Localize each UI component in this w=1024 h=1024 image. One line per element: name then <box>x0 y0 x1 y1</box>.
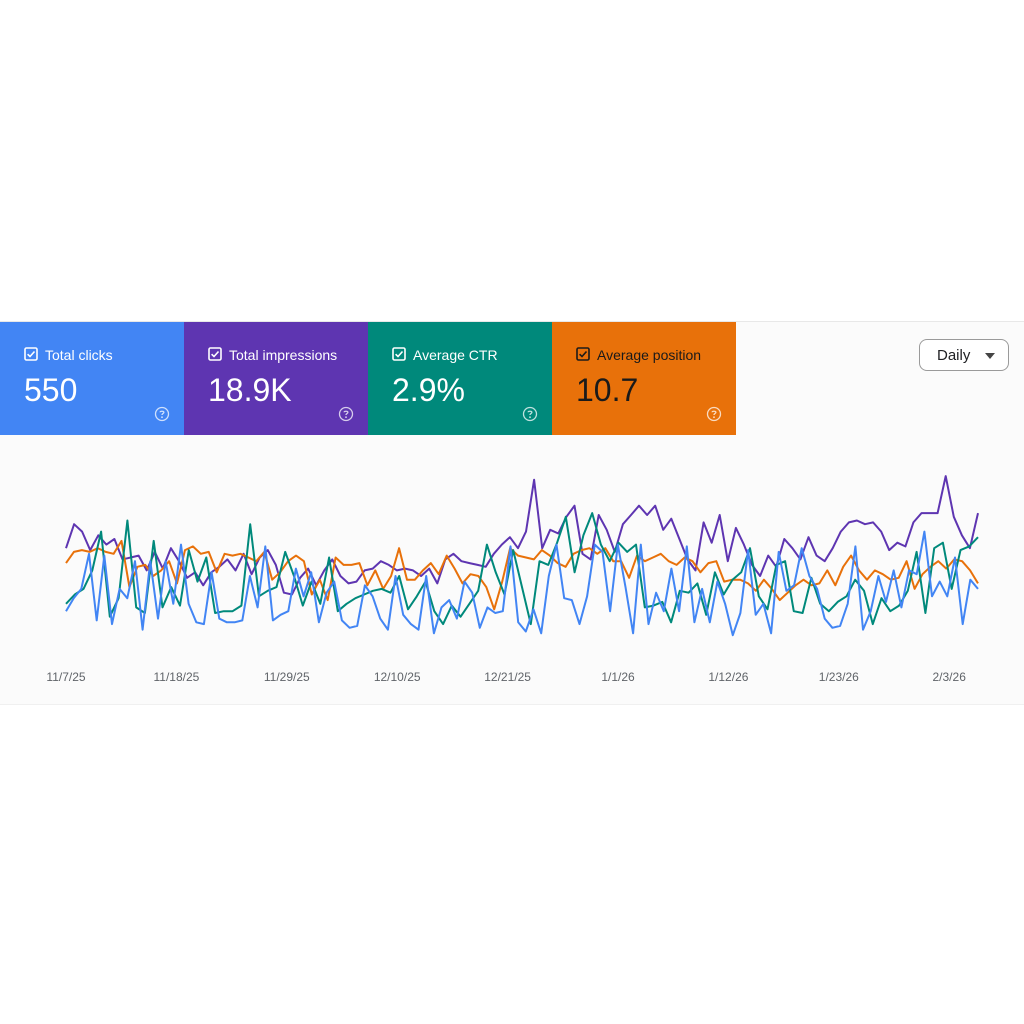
checkbox-checked-icon[interactable] <box>576 347 590 361</box>
help-circle-icon[interactable] <box>338 406 354 422</box>
checkbox-checked-icon[interactable] <box>208 347 222 361</box>
metric-label: Total clicks <box>45 347 113 363</box>
metric-card-ctr[interactable]: Average CTR 2.9% <box>368 322 552 435</box>
x-tick-label: 11/29/25 <box>264 670 310 684</box>
series-line-position <box>65 539 979 611</box>
caret-down-icon <box>985 353 995 359</box>
x-tick-label: 11/18/25 <box>153 670 199 684</box>
help-circle-icon[interactable] <box>522 406 538 422</box>
series-line-impressions <box>65 475 979 596</box>
metric-value: 550 <box>24 372 78 408</box>
metric-card-clicks[interactable]: Total clicks 550 <box>0 322 184 435</box>
x-tick-label: 1/23/26 <box>819 670 859 684</box>
x-tick-label: 2/3/26 <box>933 670 967 684</box>
metric-label: Total impressions <box>229 347 338 363</box>
metric-value: 10.7 <box>576 372 639 408</box>
metric-card-position[interactable]: Average position 10.7 <box>552 322 736 435</box>
granularity-dropdown[interactable]: Daily <box>919 339 1009 371</box>
checkbox-checked-icon[interactable] <box>24 347 38 361</box>
metric-value: 2.9% <box>392 372 465 408</box>
granularity-label: Daily <box>937 347 971 364</box>
series-line-clicks <box>65 530 979 637</box>
x-tick-label: 11/7/25 <box>46 670 85 684</box>
metric-label: Average position <box>597 347 702 363</box>
checkbox-checked-icon[interactable] <box>392 347 406 361</box>
metric-value: 18.9K <box>208 372 292 408</box>
x-tick-label: 1/12/26 <box>708 670 748 684</box>
performance-line-chart: 11/7/25 11/18/25 11/29/25 12/10/25 12/21/25 1… <box>46 475 979 684</box>
help-circle-icon[interactable] <box>154 406 170 422</box>
x-tick-label: 12/21/25 <box>484 670 531 684</box>
help-circle-icon[interactable] <box>706 406 722 422</box>
metric-card-impressions[interactable]: Total impressions 18.9K <box>184 322 368 435</box>
metric-label: Average CTR <box>413 347 498 363</box>
x-tick-label: 12/10/25 <box>374 670 421 684</box>
x-tick-label: 1/1/26 <box>601 670 635 684</box>
performance-panel: Total clicks 550 Total impressions 18.9K Ave… <box>0 321 1024 705</box>
